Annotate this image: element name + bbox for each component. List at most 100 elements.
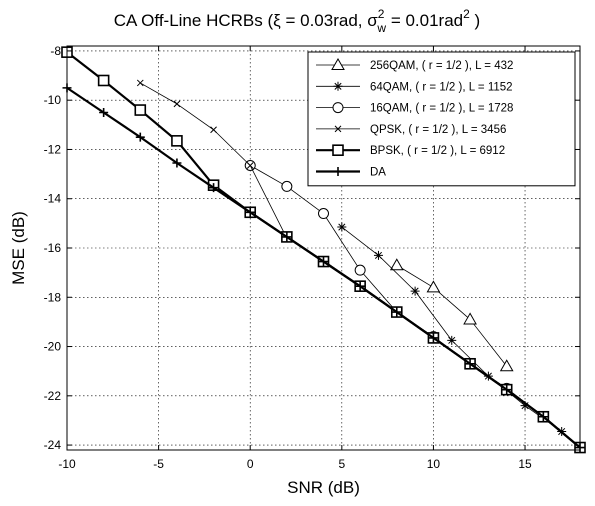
square-marker — [332, 144, 344, 156]
title-sigma-subscript: w — [376, 21, 386, 35]
y-tick-label: -12 — [44, 142, 62, 156]
x-marker — [136, 79, 144, 87]
data-point — [97, 74, 110, 87]
plus-marker — [172, 158, 182, 168]
data-point — [337, 222, 347, 232]
y-tick-label: -22 — [44, 389, 62, 403]
star-marker — [373, 250, 383, 260]
legend-label: DA — [370, 167, 386, 179]
data-point — [210, 126, 217, 134]
data-point — [135, 132, 145, 142]
data-point — [171, 135, 183, 147]
data-point — [318, 208, 329, 220]
plus-marker — [392, 307, 402, 317]
x-marker — [173, 100, 181, 108]
y-tick-label: -24 — [44, 438, 62, 452]
x-marker — [246, 162, 254, 169]
series-triangle — [389, 258, 514, 372]
legend-marker — [333, 81, 343, 91]
title-sigma-value: = 0.01rad — [386, 11, 463, 30]
plus-marker — [355, 281, 365, 291]
plus-marker — [465, 359, 475, 369]
plus-marker — [245, 207, 255, 217]
y-tick-label: -20 — [44, 340, 62, 354]
plus-marker — [209, 183, 219, 193]
legend-item: 16QAM, ( r = 1/2 ), L = 1728 — [316, 102, 513, 115]
data-point — [99, 108, 109, 118]
x-marker — [334, 125, 342, 133]
legend-item: QPSK, ( r = 1/2 ), L = 3456 — [316, 124, 506, 136]
circle-marker — [332, 102, 344, 114]
data-point — [282, 232, 292, 242]
title-suffix: ) — [470, 11, 480, 30]
data-point — [426, 280, 441, 293]
x-tick-label: 0 — [247, 457, 254, 471]
plus-marker — [428, 333, 438, 343]
data-point — [373, 250, 383, 260]
legend: 256QAM, ( r = 1/2 ), L = 432 64QAM, ( r =… — [307, 51, 576, 187]
chart-title: CA Off-Line HCRBs (ξ = 0.03rad, σ2 w = 0.… — [114, 7, 480, 35]
legend-label: 64QAM, ( r = 1/2 ), L = 1152 — [370, 81, 513, 93]
x-axis-label: SNR (dB) — [287, 478, 360, 497]
series-line — [396, 264, 508, 367]
y-tick-label: -10 — [44, 93, 62, 107]
x-tick-label: -10 — [58, 457, 76, 471]
plus-marker — [135, 132, 145, 142]
ticks: -10 -5 0 5 10 15 -8 -10 -12 -14 -16 -18 -20 -22 -24 — [44, 44, 580, 471]
plus-marker — [538, 412, 548, 422]
star-marker — [447, 335, 457, 345]
square-marker — [171, 135, 183, 147]
series-layer — [61, 46, 586, 454]
data-point — [319, 257, 328, 267]
legend-item: BPSK, ( r = 1/2 ), L = 6912 — [316, 144, 505, 157]
y-tick-label: -8 — [50, 44, 61, 58]
data-point — [245, 207, 255, 217]
data-point — [136, 79, 144, 87]
data-point — [246, 162, 254, 169]
plus-marker — [319, 257, 328, 267]
grid — [67, 46, 580, 450]
data-point — [463, 312, 477, 325]
legend-item: DA — [316, 167, 386, 179]
triangle-marker — [463, 312, 477, 325]
circle-marker — [281, 180, 293, 192]
legend-marker — [332, 102, 344, 114]
data-point — [499, 359, 514, 372]
circle-marker — [318, 208, 329, 220]
legend-label: 256QAM, ( r = 1/2 ), L = 432 — [370, 60, 513, 72]
plus-marker — [333, 167, 343, 176]
legend-item: 64QAM, ( r = 1/2 ), L = 1152 — [316, 81, 513, 93]
data-point — [465, 359, 475, 369]
triangle-marker — [499, 359, 514, 372]
title-xi-value: = 0.03rad, — [281, 11, 367, 30]
legend-marker — [331, 57, 345, 70]
y-tick-label: -14 — [44, 192, 62, 206]
plus-marker — [502, 385, 512, 395]
y-tick-label: -16 — [44, 241, 62, 255]
data-point — [389, 258, 404, 271]
data-point — [354, 264, 366, 276]
y-tick-label: -18 — [44, 290, 62, 304]
data-point — [355, 281, 365, 291]
square-marker — [134, 104, 147, 116]
data-point — [538, 412, 548, 422]
legend-label: QPSK, ( r = 1/2 ), L = 3456 — [370, 124, 506, 136]
star-marker — [337, 222, 347, 232]
x-tick-label: 5 — [338, 457, 345, 471]
data-point — [502, 385, 512, 395]
star-marker — [410, 286, 420, 296]
data-point — [209, 183, 219, 193]
triangle-marker — [426, 280, 441, 293]
star-marker — [520, 401, 530, 411]
triangle-marker — [331, 57, 345, 70]
data-point — [173, 100, 181, 108]
legend-box — [307, 51, 576, 187]
data-point — [134, 104, 147, 116]
x-marker — [210, 126, 217, 134]
x-tick-label: -5 — [153, 457, 164, 471]
title-sigma-superscript: 2 — [378, 7, 385, 21]
data-point — [447, 335, 457, 345]
legend-label: BPSK, ( r = 1/2 ), L = 6912 — [370, 145, 505, 157]
legend-marker — [332, 144, 344, 156]
